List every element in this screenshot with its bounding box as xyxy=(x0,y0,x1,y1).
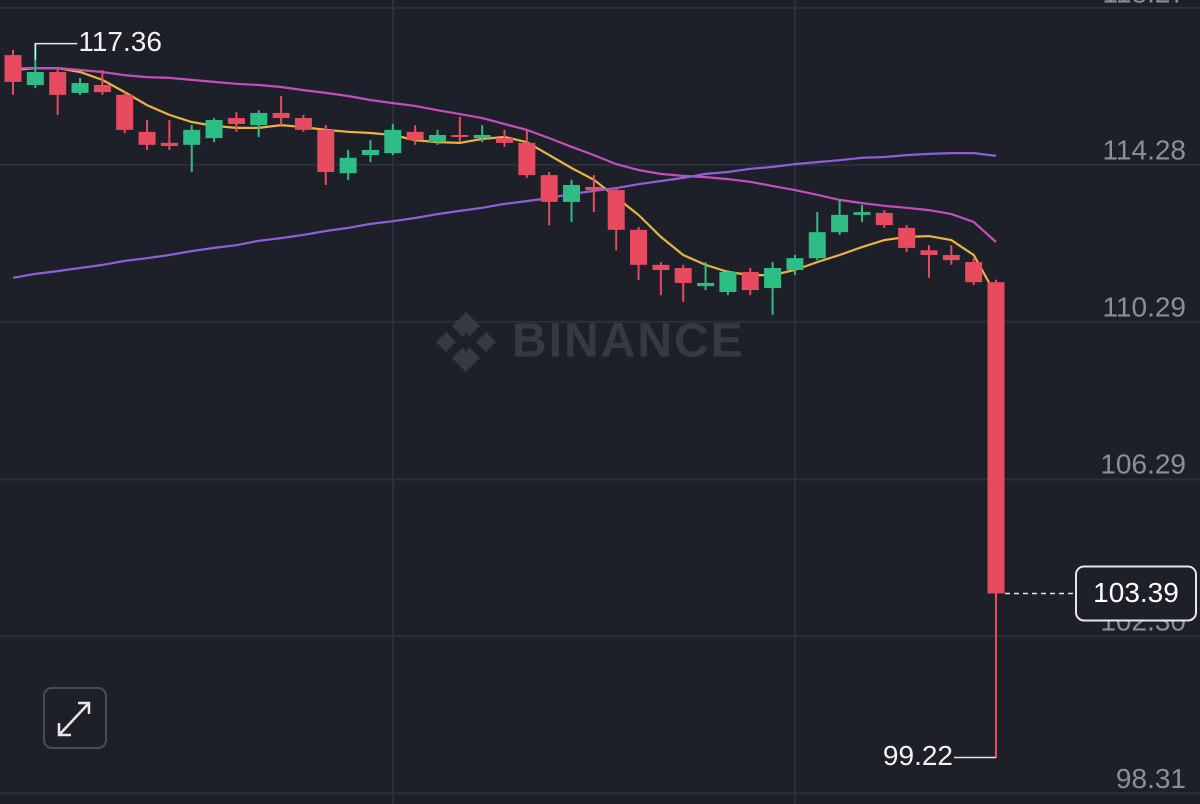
candle-body xyxy=(920,250,938,256)
candle-body xyxy=(93,85,111,93)
candle-body xyxy=(942,255,960,261)
candle-body xyxy=(518,142,536,176)
candle-body xyxy=(294,118,312,130)
candle-body xyxy=(607,190,625,230)
candle-body xyxy=(473,134,491,139)
candle-body xyxy=(786,258,804,270)
candle-body xyxy=(160,142,178,147)
watermark-logo xyxy=(436,312,496,372)
candle-body xyxy=(205,120,223,139)
candle-body xyxy=(496,138,513,143)
candle-body xyxy=(71,83,89,93)
candle-body xyxy=(674,268,692,283)
candle-body xyxy=(183,129,201,145)
y-tick-label: 110.29 xyxy=(1102,291,1186,322)
watermark-text: BINANCE xyxy=(512,315,745,368)
candle-body xyxy=(317,129,335,172)
candle-body xyxy=(853,212,871,215)
annotations: 117.36 99.22 103.39 xyxy=(34,26,1197,771)
candle-body xyxy=(116,94,134,130)
candle-body xyxy=(361,149,379,156)
candle-body xyxy=(138,131,156,145)
candle-body xyxy=(764,268,782,289)
candle-body xyxy=(652,264,670,270)
candle-body xyxy=(585,186,603,191)
candle-body xyxy=(965,262,983,283)
candle-body xyxy=(406,131,424,141)
candle-body xyxy=(630,229,648,265)
candle-body xyxy=(272,112,290,119)
y-tick-label: 118.27 xyxy=(1102,0,1186,8)
candle-body xyxy=(49,72,67,95)
candle-body xyxy=(697,282,715,287)
candle-body xyxy=(808,232,826,259)
y-tick-label: 106.29 xyxy=(1100,449,1186,480)
candle-body xyxy=(875,212,893,226)
candle-body xyxy=(384,129,402,154)
high-marker xyxy=(34,42,78,60)
candle-body xyxy=(563,184,581,202)
low-label: 99.22 xyxy=(883,740,953,771)
candle-body xyxy=(250,112,268,126)
candle-body xyxy=(451,134,469,137)
expand-icon xyxy=(57,701,91,737)
watermark: BINANCE xyxy=(436,312,745,372)
candle-body xyxy=(227,118,245,124)
candle-body xyxy=(26,72,44,86)
candles xyxy=(4,43,1005,758)
last-price-box xyxy=(1075,565,1197,622)
candle-body xyxy=(831,214,849,233)
y-tick-label: 114.28 xyxy=(1102,134,1186,165)
candle-body xyxy=(4,55,22,82)
candle-body xyxy=(339,157,357,174)
last-price-label: 103.39 xyxy=(1093,577,1179,608)
candle-body xyxy=(428,134,446,143)
y-tick-label: 98.31 xyxy=(1116,763,1186,794)
candle-body xyxy=(987,282,1005,594)
expand-button[interactable] xyxy=(43,687,107,749)
moving-average-line xyxy=(12,152,997,279)
candle-body xyxy=(741,271,759,291)
high-label: 117.36 xyxy=(78,26,162,57)
candle-body xyxy=(540,175,558,202)
candle-body xyxy=(719,271,737,293)
candle-body xyxy=(898,227,916,248)
moving-average-line xyxy=(13,67,997,243)
